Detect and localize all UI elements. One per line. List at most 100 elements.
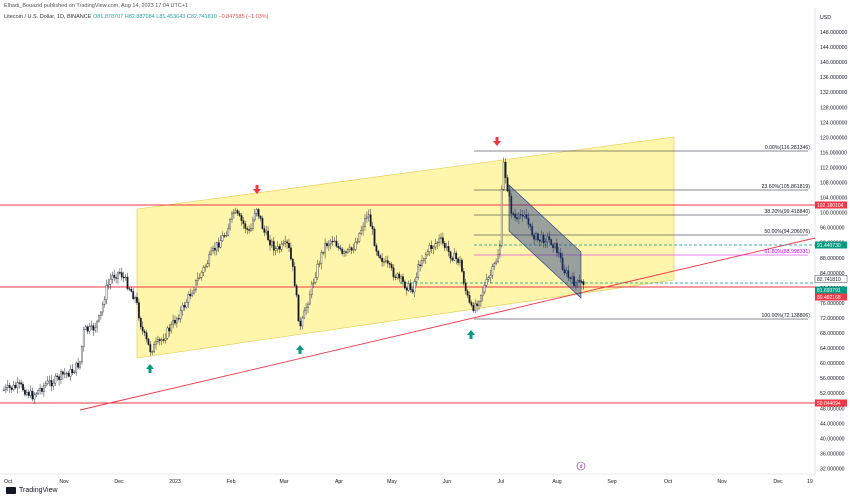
candle-body	[343, 251, 345, 254]
arrow-down-icon[interactable]	[253, 185, 261, 194]
time-axis[interactable]: Oct Nov Dec 2023 Feb Mar Apr May Jun Jul Aug Sep Oct…	[4, 479, 813, 485]
price-tag	[815, 286, 847, 294]
candle-body	[176, 318, 178, 324]
arrow-up-icon[interactable]	[467, 330, 475, 339]
fib-retracement[interactable]: 0.00%(116.281346) 23.60%(105.861819) 38.…	[474, 145, 810, 320]
price-tag	[815, 293, 847, 301]
candle-body	[107, 283, 110, 286]
candle-body	[305, 307, 307, 311]
candle-body	[160, 339, 163, 341]
candle-body	[575, 282, 577, 286]
candle-body	[400, 276, 402, 279]
arrow-up-icon[interactable]	[146, 364, 154, 373]
candle-body	[96, 320, 98, 328]
candle-body	[117, 272, 119, 279]
candle-body	[162, 339, 165, 341]
tradingview-brand: TradingView	[19, 487, 58, 494]
candle-body	[44, 383, 47, 386]
candle-body	[229, 219, 231, 229]
candle-body	[538, 239, 541, 242]
candle-body	[396, 273, 399, 278]
rising-trendline[interactable]	[79, 237, 816, 411]
candle-body	[559, 252, 562, 259]
price-axis-label: 72.000000	[820, 316, 845, 322]
candle-body	[436, 242, 439, 244]
ascending-channel[interactable]	[136, 136, 675, 359]
price-axis-label: 32.000000	[820, 466, 845, 472]
candle-body	[231, 212, 233, 220]
time-axis-label: 19	[807, 479, 813, 485]
candle-body	[348, 247, 351, 250]
publisher-line: Elhadi_Bouazid published on TradingView.…	[4, 3, 189, 9]
candle-body	[234, 210, 237, 213]
event-marker-icon[interactable]	[576, 461, 586, 471]
candle-body	[286, 241, 288, 244]
candle-body	[379, 255, 382, 259]
candle-body	[67, 372, 70, 377]
price-axis-label: 56.000000	[820, 376, 845, 382]
candle-body	[362, 226, 364, 231]
candle-body	[449, 251, 452, 259]
arrow-up-icon[interactable]	[296, 345, 304, 354]
symbol-legend[interactable]: Litecoin / U.S. Dollar, 1D, BINANCE O81.…	[4, 14, 269, 20]
candle-body	[252, 219, 254, 229]
candle-body	[531, 226, 534, 236]
candle-body	[356, 241, 359, 243]
candle-body	[529, 224, 532, 227]
candle-body	[5, 387, 7, 391]
candle-body	[183, 305, 186, 308]
candle-body	[512, 213, 515, 215]
time-axis-label: Aug	[552, 479, 561, 485]
price-axis-label: 148.000000	[820, 30, 848, 36]
candle-body	[569, 277, 572, 280]
candle-body	[565, 270, 568, 274]
candle-body	[493, 263, 496, 267]
candle-body	[318, 263, 321, 265]
candle-body	[43, 385, 45, 392]
candle-body	[537, 233, 539, 241]
tradingview-footer[interactable]: TradingView	[6, 487, 58, 494]
candle-body	[37, 390, 40, 394]
time-axis-label: Dec	[773, 479, 783, 485]
fib-label-0: 0.00%(116.281346)	[765, 145, 810, 151]
candle-body	[550, 239, 553, 245]
price-axis-label: 100.000000	[820, 211, 848, 217]
candle-body	[84, 326, 87, 330]
candle-body	[143, 330, 146, 333]
candle-body	[299, 320, 302, 327]
candle-body	[350, 247, 353, 251]
candle-body	[60, 371, 62, 380]
candle-body	[445, 246, 448, 248]
candle-body	[314, 277, 317, 283]
candle-body	[253, 213, 256, 221]
candle-body	[48, 380, 51, 382]
candle-body	[103, 299, 106, 305]
candle-body	[540, 234, 543, 242]
candle-body	[269, 239, 271, 246]
descending-channel[interactable]	[508, 184, 582, 299]
candle-body	[113, 274, 116, 278]
candle-body	[375, 245, 378, 252]
candle-body	[451, 258, 454, 261]
candle-body	[295, 285, 298, 296]
candlestick-series[interactable]	[3, 157, 585, 404]
candle-body	[272, 241, 275, 251]
candle-body	[221, 235, 224, 241]
candle-body	[128, 288, 131, 290]
candle-body	[386, 260, 389, 264]
price-axis-label: 124.000000	[820, 120, 848, 126]
candle-body	[552, 244, 554, 248]
candle-body	[73, 371, 76, 374]
candle-body	[92, 325, 95, 331]
candle-body	[115, 277, 117, 279]
candle-body	[168, 327, 171, 332]
candle-body	[329, 240, 332, 245]
candle-body	[495, 261, 497, 264]
candle-body	[373, 228, 376, 246]
candle-body	[548, 236, 551, 240]
arrow-down-icon[interactable]	[493, 137, 501, 146]
candle-body	[267, 230, 269, 241]
price-axis[interactable]: USD 148.000000 144.000000 140.000000 136.00…	[820, 15, 848, 472]
time-axis-label: Nov	[717, 479, 727, 485]
